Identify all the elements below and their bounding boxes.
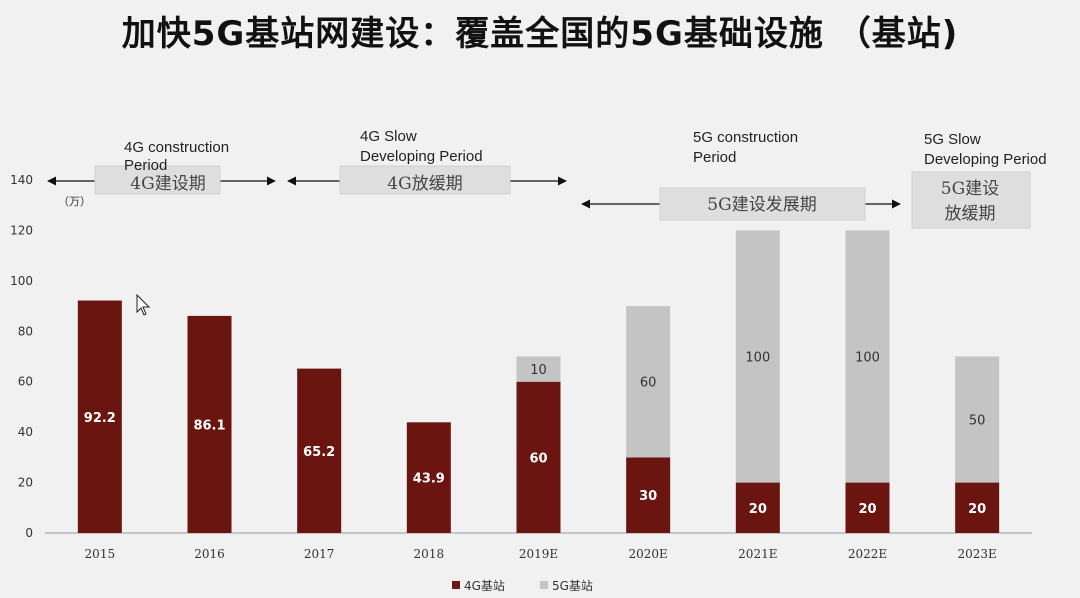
period-label-zh: 4G建设期 bbox=[130, 174, 205, 194]
bar-4g-2019E bbox=[516, 381, 561, 533]
data-label: 100 bbox=[745, 351, 770, 366]
bar-4g-2016 bbox=[187, 315, 232, 533]
x-tick-label: 2015 bbox=[85, 547, 116, 561]
legend-swatch bbox=[452, 581, 460, 589]
bar-4g-2021E bbox=[735, 482, 780, 533]
period-label-en: Developing Period bbox=[924, 151, 1047, 168]
data-label: 60 bbox=[529, 451, 547, 466]
data-label: 10 bbox=[530, 363, 547, 378]
data-label: 50 bbox=[969, 414, 986, 429]
mouse-cursor-icon bbox=[136, 293, 151, 316]
data-label: 100 bbox=[855, 351, 880, 366]
period-box-4g-slow bbox=[339, 165, 511, 195]
y-unit-label: （万） bbox=[58, 195, 91, 208]
y-tick-label: 120 bbox=[10, 223, 33, 237]
period-label-en: 5G construction bbox=[693, 129, 798, 146]
period-box-5g-construction bbox=[659, 187, 866, 221]
x-tick-label: 2021E bbox=[738, 547, 777, 561]
y-tick-label: 80 bbox=[18, 324, 33, 338]
data-label: 60 bbox=[640, 376, 657, 391]
x-tick-label: 2023E bbox=[958, 547, 997, 561]
y-tick-label: 100 bbox=[10, 274, 33, 288]
period-label-zh: 5G建设 bbox=[941, 179, 999, 199]
data-label: 30 bbox=[639, 489, 657, 504]
bar-5g-2022E bbox=[845, 230, 890, 483]
bar-5g-2023E bbox=[955, 356, 1000, 483]
period-label-en: Developing Period bbox=[360, 148, 483, 165]
x-tick-label: 2022E bbox=[848, 547, 887, 561]
legend-swatch bbox=[540, 581, 548, 589]
bar-4g-2022E bbox=[845, 482, 890, 533]
bar-5g-2020E bbox=[626, 306, 671, 458]
data-label: 43.9 bbox=[413, 472, 445, 487]
y-tick-label: 140 bbox=[10, 173, 33, 187]
period-label-zh: 5G建设发展期 bbox=[707, 195, 816, 215]
data-label: 92.2 bbox=[84, 411, 116, 426]
page-title: 加快5G基站网建设：覆盖全国的5G基础设施 （基站) bbox=[121, 14, 959, 54]
period-box-5g-slow bbox=[911, 171, 1031, 229]
period-label-en: 4G construction bbox=[124, 139, 229, 156]
bar-5g-2019E bbox=[516, 356, 561, 382]
y-tick-label: 40 bbox=[18, 425, 33, 439]
bar-4g-2018 bbox=[406, 422, 451, 533]
x-tick-label: 2019E bbox=[519, 547, 558, 561]
x-tick-label: 2016 bbox=[194, 547, 225, 561]
y-tick-label: 0 bbox=[25, 526, 33, 540]
data-label: 20 bbox=[858, 502, 876, 517]
data-label: 65.2 bbox=[303, 445, 335, 460]
legend-label: 4G基站 bbox=[464, 579, 505, 593]
data-label: 20 bbox=[749, 502, 767, 517]
data-label: 86.1 bbox=[193, 418, 225, 433]
bar-5g-2021E bbox=[735, 230, 780, 483]
bar-4g-2017 bbox=[297, 368, 342, 533]
period-label-en: Period bbox=[124, 157, 167, 174]
period-label-en: 5G Slow bbox=[924, 131, 981, 148]
period-box-4g-construction bbox=[94, 165, 221, 195]
x-tick-label: 2017 bbox=[304, 547, 335, 561]
legend-label: 5G基站 bbox=[552, 579, 593, 593]
period-label-en: Period bbox=[693, 149, 736, 166]
y-tick-label: 20 bbox=[18, 476, 33, 490]
bar-4g-2023E bbox=[955, 482, 1000, 533]
period-label-en: 4G Slow bbox=[360, 128, 417, 145]
data-label: 20 bbox=[968, 502, 986, 517]
period-label-zh: 放缓期 bbox=[945, 204, 996, 224]
bar-4g-2020E bbox=[626, 457, 671, 533]
bar-4g-2015 bbox=[77, 300, 122, 533]
x-tick-label: 2018 bbox=[414, 547, 445, 561]
x-tick-label: 2020E bbox=[629, 547, 668, 561]
period-label-zh: 4G放缓期 bbox=[387, 174, 462, 194]
y-tick-label: 60 bbox=[18, 375, 33, 389]
